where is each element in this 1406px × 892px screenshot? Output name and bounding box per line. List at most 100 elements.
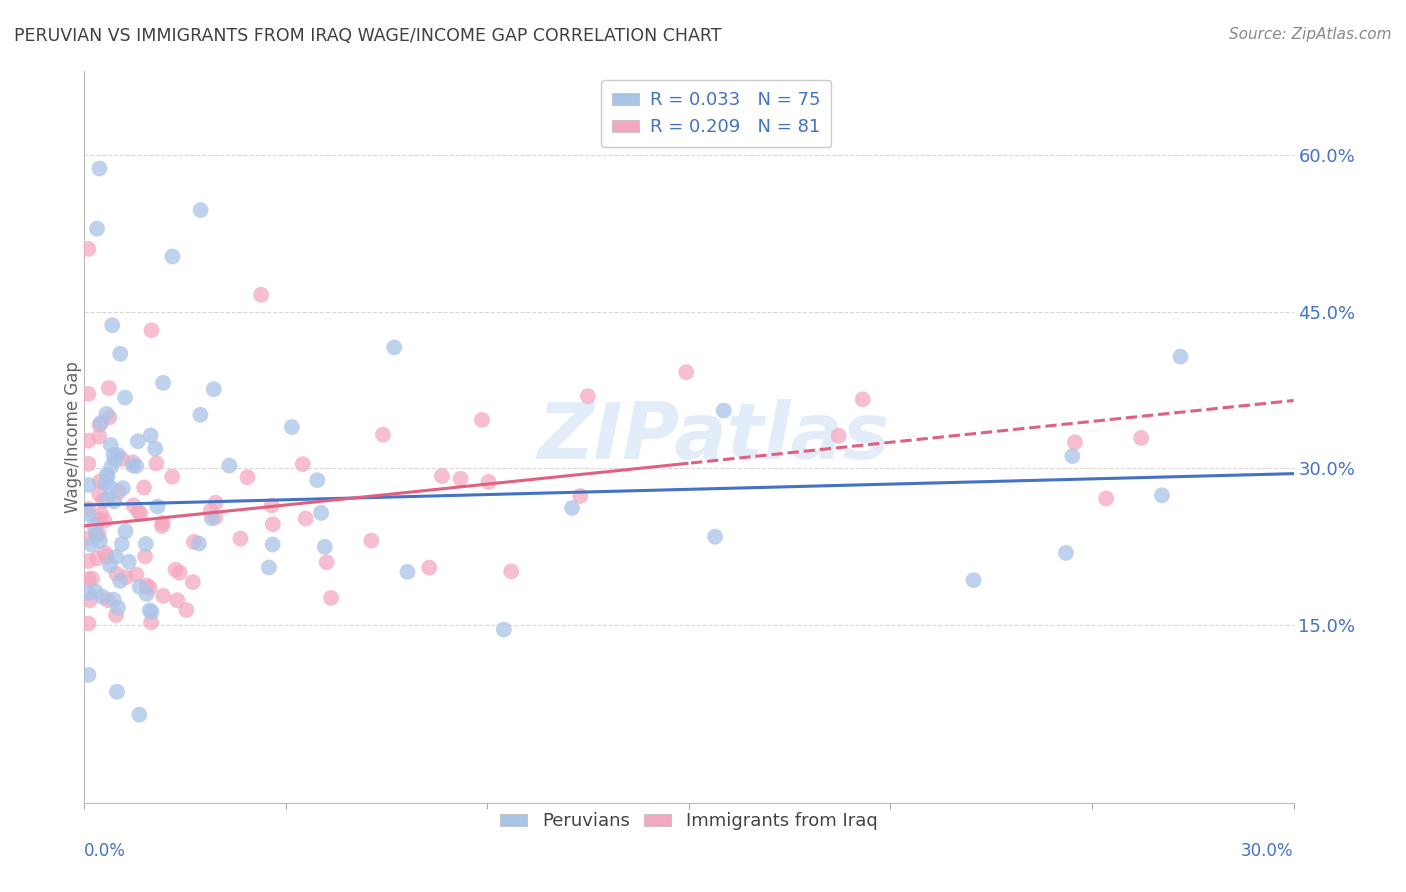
Point bbox=[101, 318, 124, 333]
Point bbox=[200, 504, 222, 518]
Y-axis label: Wage/Income Gap: Wage/Income Gap bbox=[65, 361, 82, 513]
Point bbox=[852, 392, 875, 407]
Point bbox=[396, 565, 419, 579]
Point bbox=[1150, 488, 1173, 502]
Point bbox=[86, 221, 108, 235]
Point bbox=[91, 590, 114, 604]
Point bbox=[77, 387, 100, 401]
Point bbox=[139, 615, 162, 630]
Point bbox=[129, 507, 152, 521]
Point bbox=[371, 427, 394, 442]
Point bbox=[471, 413, 494, 427]
Point bbox=[704, 530, 727, 544]
Point bbox=[89, 161, 111, 176]
Point bbox=[236, 470, 259, 484]
Point bbox=[1054, 546, 1077, 560]
Point bbox=[96, 407, 118, 421]
Point bbox=[229, 532, 252, 546]
Point bbox=[107, 484, 129, 499]
Point bbox=[105, 608, 128, 623]
Point bbox=[94, 546, 117, 560]
Point bbox=[96, 469, 118, 483]
Point bbox=[492, 623, 515, 637]
Point bbox=[314, 540, 336, 554]
Point bbox=[122, 455, 145, 469]
Point bbox=[1062, 449, 1084, 463]
Point bbox=[160, 469, 183, 483]
Point bbox=[141, 605, 163, 619]
Point bbox=[146, 500, 169, 514]
Point bbox=[190, 408, 212, 422]
Point bbox=[93, 514, 115, 528]
Point bbox=[77, 616, 100, 631]
Point bbox=[103, 592, 125, 607]
Point bbox=[294, 511, 316, 525]
Point bbox=[122, 499, 145, 513]
Point bbox=[79, 593, 101, 607]
Point bbox=[309, 506, 332, 520]
Point bbox=[152, 516, 174, 530]
Point bbox=[97, 381, 120, 395]
Point bbox=[675, 365, 697, 379]
Legend: Peruvians, Immigrants from Iraq: Peruvians, Immigrants from Iraq bbox=[494, 805, 884, 838]
Point bbox=[89, 417, 111, 432]
Point bbox=[1170, 350, 1192, 364]
Point bbox=[713, 403, 735, 417]
Point bbox=[360, 533, 382, 548]
Point bbox=[165, 563, 187, 577]
Point bbox=[569, 489, 592, 503]
Point bbox=[477, 475, 499, 489]
Point bbox=[115, 570, 138, 584]
Point bbox=[90, 507, 112, 521]
Point bbox=[145, 456, 167, 470]
Point bbox=[111, 452, 134, 467]
Point bbox=[77, 434, 100, 448]
Point bbox=[98, 480, 121, 494]
Point bbox=[561, 500, 583, 515]
Point bbox=[77, 478, 100, 492]
Point bbox=[98, 558, 121, 573]
Point bbox=[89, 429, 111, 443]
Point bbox=[77, 457, 100, 471]
Point bbox=[128, 707, 150, 722]
Point bbox=[576, 389, 599, 403]
Point bbox=[77, 242, 100, 256]
Point bbox=[257, 560, 280, 574]
Point bbox=[201, 511, 224, 525]
Point bbox=[77, 501, 100, 516]
Point bbox=[96, 549, 118, 564]
Point bbox=[169, 566, 191, 580]
Text: ZIPatlas: ZIPatlas bbox=[537, 399, 889, 475]
Text: PERUVIAN VS IMMIGRANTS FROM IRAQ WAGE/INCOME GAP CORRELATION CHART: PERUVIAN VS IMMIGRANTS FROM IRAQ WAGE/IN… bbox=[14, 27, 721, 45]
Point bbox=[166, 593, 188, 607]
Point bbox=[190, 202, 212, 217]
Point bbox=[89, 487, 111, 501]
Point bbox=[134, 549, 156, 564]
Point bbox=[104, 453, 127, 467]
Point bbox=[132, 481, 155, 495]
Point bbox=[96, 492, 118, 507]
Point bbox=[107, 600, 129, 615]
Point bbox=[127, 434, 149, 449]
Point bbox=[128, 580, 150, 594]
Point bbox=[94, 475, 117, 490]
Point bbox=[174, 603, 197, 617]
Point bbox=[98, 410, 121, 425]
Point bbox=[97, 593, 120, 607]
Point bbox=[125, 458, 148, 473]
Point bbox=[150, 519, 173, 533]
Point bbox=[105, 685, 128, 699]
Point bbox=[430, 469, 453, 483]
Point bbox=[111, 481, 134, 495]
Point bbox=[315, 555, 337, 569]
Point bbox=[262, 517, 284, 532]
Point bbox=[91, 493, 114, 508]
Point bbox=[202, 382, 225, 396]
Point bbox=[141, 323, 163, 337]
Point bbox=[1130, 431, 1153, 445]
Point bbox=[183, 535, 205, 549]
Point bbox=[114, 524, 136, 539]
Point bbox=[135, 587, 157, 601]
Point bbox=[104, 549, 127, 564]
Point bbox=[77, 572, 100, 586]
